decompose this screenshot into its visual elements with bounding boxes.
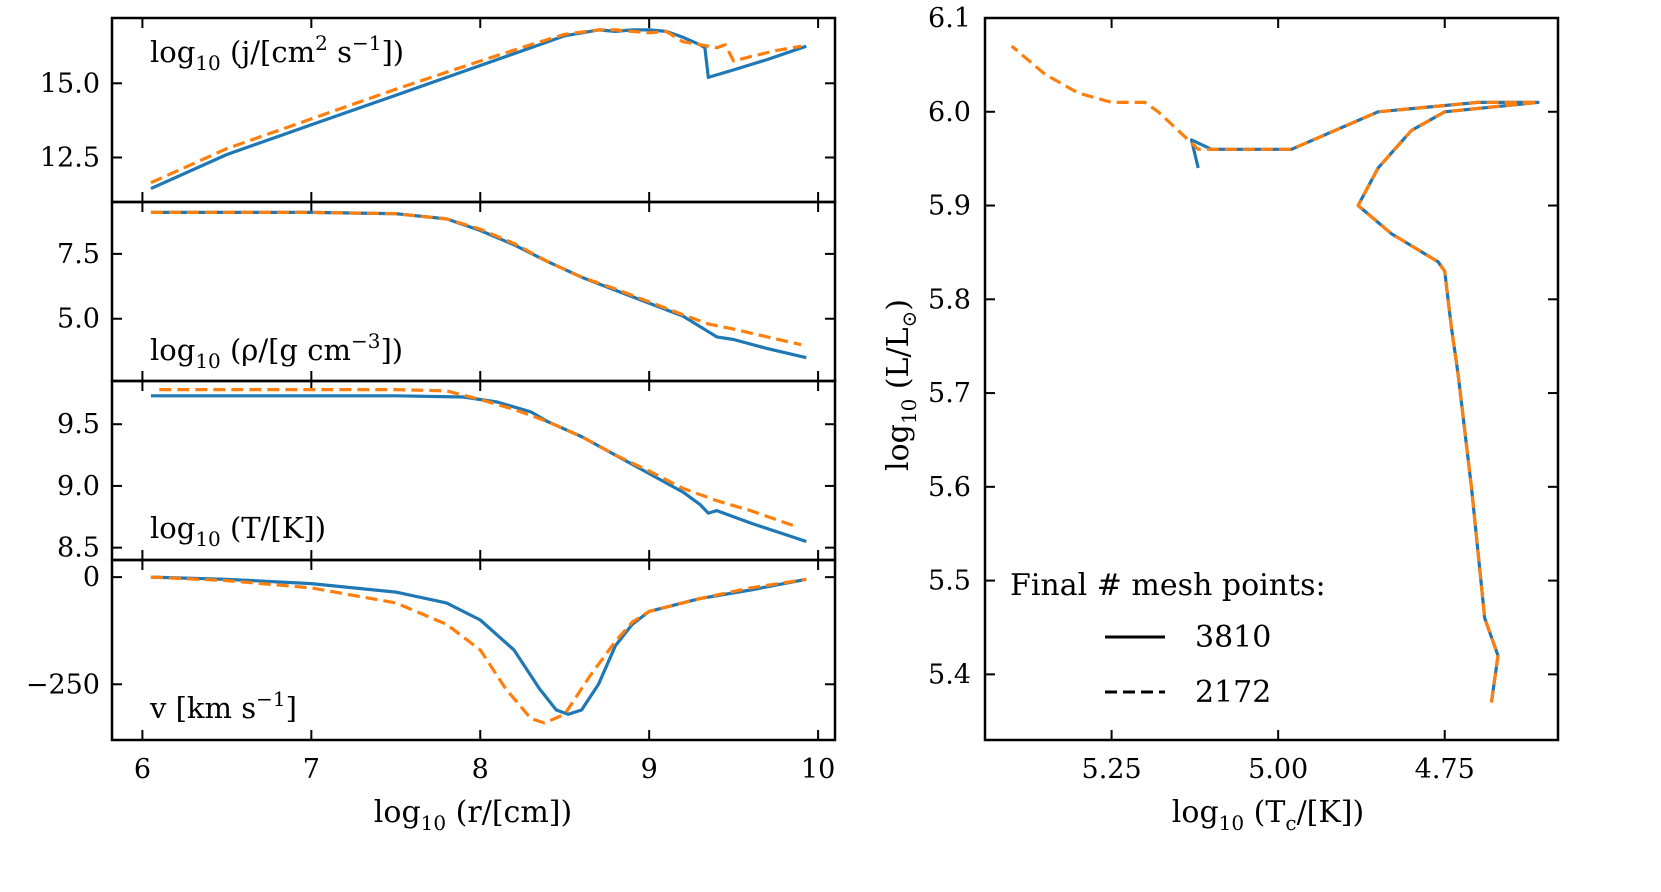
series-line-j-2172 (150, 28, 802, 185)
ytick-label-rho: 5.0 (57, 304, 100, 335)
xtick-label-r: 6 (134, 754, 151, 785)
ytick-label-T: 9.0 (57, 471, 100, 502)
panel-label-v: v [km s−1] (149, 687, 297, 725)
panel-label-T: log10 (T/[K]) (150, 511, 326, 551)
ytick-label-hr: 5.9 (928, 191, 971, 222)
ytick-label-v: 0 (83, 562, 100, 593)
series-layer (150, 28, 1540, 725)
text-layer: 12.5 15.0 5.0 7.5 8.5 9.0 9.5 −250 0 log10 (j/[cm… (26, 3, 1475, 835)
series-line-hr-2172 (1010, 44, 1540, 703)
ytick-label-T: 9.5 (57, 409, 100, 440)
ytick-label-hr: 5.8 (928, 284, 971, 315)
panel-frame-v (110, 558, 837, 742)
legend-title: Final # mesh points: (1010, 568, 1326, 603)
yaxis-label-hr: log10 (L/L⊙) (881, 299, 921, 471)
series-line-T-2172 (159, 388, 794, 527)
ytick-label-T: 8.5 (57, 533, 100, 564)
ytick-label-j: 15.0 (40, 68, 100, 99)
xaxis-label-r: log10 (r/[cm]) (374, 795, 572, 835)
xtick-label-r: 10 (801, 754, 835, 785)
legend-entry-2172: 2172 (1195, 675, 1271, 710)
legend-entry-3810: 3810 (1195, 620, 1271, 655)
series-line-v-3810 (150, 575, 807, 716)
ytick-label-hr: 5.5 (928, 566, 971, 597)
xtick-label-r: 9 (641, 754, 658, 785)
ytick-label-hr: 5.6 (928, 472, 971, 503)
xtick-label-hr: 4.75 (1415, 754, 1475, 785)
axes-layer (110, 16, 1560, 742)
ytick-label-hr: 6.0 (928, 97, 971, 128)
ytick-label-hr: 5.7 (928, 378, 971, 409)
ytick-label-j: 12.5 (40, 142, 100, 173)
xtick-label-r: 7 (303, 754, 320, 785)
series-line-rho-2172 (150, 210, 802, 347)
xaxis-label-hr: log10 (Tc/[K]) (1172, 795, 1364, 835)
panel-label-rho: log10 (ρ/[g cm−3]) (150, 329, 403, 373)
ytick-label-rho: 7.5 (57, 239, 100, 270)
xtick-label-hr: 5.00 (1248, 754, 1308, 785)
ytick-label-hr: 6.1 (928, 3, 971, 34)
xtick-label-hr: 5.25 (1082, 754, 1142, 785)
ytick-label-hr: 5.4 (928, 659, 971, 690)
panel-frame-hr (983, 16, 1560, 742)
ytick-label-v: −250 (26, 669, 100, 700)
series-line-v-2172 (150, 575, 807, 725)
xtick-label-r: 8 (472, 754, 489, 785)
panel-label-j: log10 (j/[cm2 s−1]) (150, 31, 404, 75)
